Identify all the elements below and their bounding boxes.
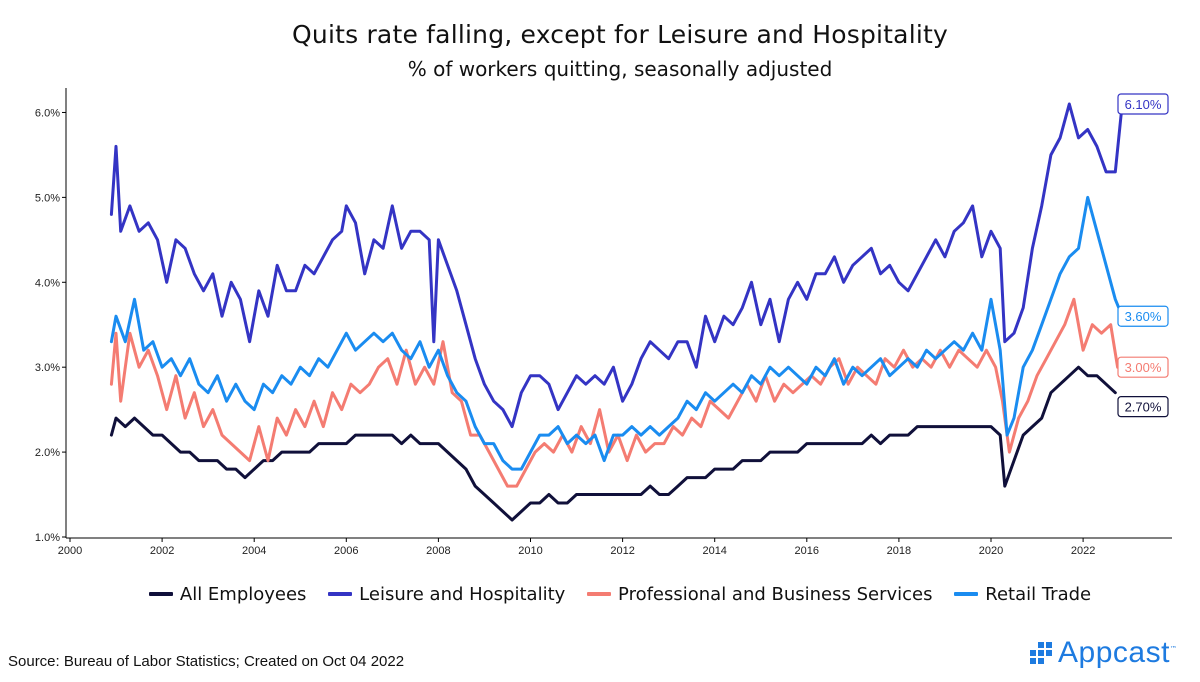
x-tick-label: 2022 xyxy=(1071,545,1095,557)
x-tick-label: 2010 xyxy=(518,545,542,557)
y-tick-label: 5.0% xyxy=(35,192,60,204)
end-label-box xyxy=(1117,396,1169,418)
legend-swatch xyxy=(587,592,612,596)
legend-label: Professional and Business Services xyxy=(618,584,933,605)
series-line-1 xyxy=(109,102,1124,429)
series-line-2 xyxy=(109,297,1120,488)
legend-label: Leisure and Hospitality xyxy=(359,584,566,605)
x-tick-label: 2020 xyxy=(979,545,1003,557)
x-tick-label: 2002 xyxy=(150,545,174,557)
legend-label: All Employees xyxy=(179,584,307,605)
y-tick-label: 2.0% xyxy=(35,447,60,459)
x-tick-label: 2012 xyxy=(610,545,634,557)
appcast-logo-icon xyxy=(1030,642,1052,664)
end-label-box xyxy=(1117,305,1169,327)
logo-trademark: ™ xyxy=(1169,645,1177,653)
legend-swatch xyxy=(328,592,353,596)
source-note: Source: Bureau of Labor Statistics; Crea… xyxy=(8,653,405,670)
series-line-0 xyxy=(109,365,1117,522)
y-tick-label: 4.0% xyxy=(35,277,60,289)
y-tick-label: 6.0% xyxy=(35,107,60,119)
legend-swatch xyxy=(954,592,979,596)
chart-subtitle: % of workers quitting, seasonally adjust… xyxy=(407,57,833,81)
end-label-box xyxy=(1117,93,1169,115)
x-tick-label: 2008 xyxy=(426,545,450,557)
end-label-box xyxy=(1117,356,1169,378)
x-tick-label: 2004 xyxy=(242,545,266,557)
legend-label: Retail Trade xyxy=(985,584,1092,605)
y-tick-label: 1.0% xyxy=(35,532,60,544)
x-tick-label: 2000 xyxy=(58,545,82,557)
legend-swatch xyxy=(148,592,173,596)
series-line-3 xyxy=(109,195,1124,471)
legend-item-leisure-hospitality[interactable]: Leisure and Hospitality xyxy=(328,584,565,605)
chart-title: Quits rate falling, except for Leisure a… xyxy=(292,20,948,49)
end-label: 2.70% xyxy=(1125,400,1162,415)
end-label: 3.60% xyxy=(1125,309,1162,324)
legend-item-all-employees[interactable]: All Employees xyxy=(148,584,307,605)
legend-item-retail-trade[interactable]: Retail Trade xyxy=(954,584,1091,605)
logo-text: Appcast xyxy=(1058,636,1170,669)
x-tick-label: 2014 xyxy=(702,545,726,557)
legend-item-professional-business[interactable]: Professional and Business Services xyxy=(587,584,933,605)
chart-legend: All Employees Leisure and Hospitality Pr… xyxy=(0,584,1200,605)
y-tick-label: 3.0% xyxy=(35,362,60,374)
x-tick-label: 2016 xyxy=(795,545,819,557)
end-label: 6.10% xyxy=(1125,97,1162,112)
x-tick-label: 2018 xyxy=(887,545,911,557)
x-tick-label: 2006 xyxy=(334,545,358,557)
appcast-logo: Appcast ™ xyxy=(1030,636,1177,670)
end-label: 3.00% xyxy=(1125,360,1162,375)
